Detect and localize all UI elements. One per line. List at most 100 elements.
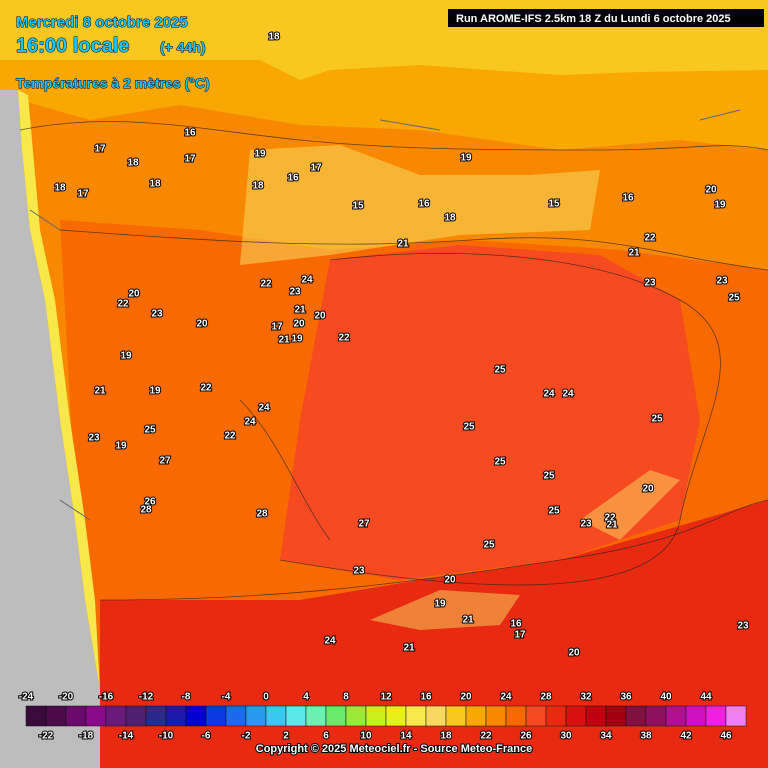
date: Mercredi 8 octobre 2025 <box>16 14 188 31</box>
legend-label: -4 <box>222 692 231 703</box>
legend-label: -8 <box>182 692 191 703</box>
temperature-label: 15 <box>548 199 560 210</box>
legend-swatch <box>425 705 447 727</box>
temperature-label: 15 <box>352 201 364 212</box>
legend-label: 14 <box>400 731 412 742</box>
temperature-label: 19 <box>714 200 726 211</box>
temperature-label: 19 <box>434 599 446 610</box>
temperature-label: 22 <box>117 299 129 310</box>
temperature-label: 27 <box>159 456 171 467</box>
legend-swatch <box>685 705 707 727</box>
legend-swatch <box>85 705 107 727</box>
legend-label: 16 <box>420 692 432 703</box>
legend-swatch <box>145 705 167 727</box>
legend-label: 0 <box>263 692 269 703</box>
legend-swatch <box>705 705 727 727</box>
temperature-label: 20 <box>293 319 305 330</box>
temperature-label: 23 <box>353 566 365 577</box>
temperature-label: 23 <box>644 278 656 289</box>
temperature-label: 18 <box>149 179 161 190</box>
legend-label: -16 <box>99 692 114 703</box>
coast-strip <box>18 90 100 690</box>
legend-label: 10 <box>360 731 372 742</box>
copyright: Copyright © 2025 Meteociel.fr - Source M… <box>256 743 532 755</box>
legend-swatch <box>485 705 507 727</box>
legend-swatch <box>665 705 687 727</box>
temperature-label: 19 <box>115 441 127 452</box>
temperature-label: 19 <box>120 351 132 362</box>
temperature-label: 25 <box>543 471 555 482</box>
legend-swatch <box>385 705 407 727</box>
legend-label: 18 <box>440 731 452 742</box>
temperature-label: 23 <box>716 276 728 287</box>
temperature-label: 22 <box>604 513 616 524</box>
temperature-label: 20 <box>314 311 326 322</box>
legend-label: 20 <box>460 692 472 703</box>
temperature-label: 16 <box>287 173 299 184</box>
temperature-label: 19 <box>254 149 266 160</box>
legend-swatch <box>605 705 627 727</box>
legend-swatch <box>565 705 587 727</box>
temperature-label: 24 <box>324 636 336 647</box>
legend-label: -18 <box>79 731 94 742</box>
legend-swatch <box>225 705 247 727</box>
temperature-label: 22 <box>644 233 656 244</box>
variable: Températures à 2 mètres (°C) <box>16 75 210 91</box>
legend-label: 46 <box>720 731 732 742</box>
ocean-gray <box>0 90 100 768</box>
legend-label: 26 <box>520 731 532 742</box>
temperature-label: 24 <box>258 403 270 414</box>
temperature-label: 25 <box>548 506 560 517</box>
temperature-label: 22 <box>224 431 236 442</box>
legend-label: -24 <box>19 692 34 703</box>
temperature-label: 28 <box>140 505 152 516</box>
legend-label: 44 <box>700 692 712 703</box>
legend-label: 36 <box>620 692 632 703</box>
legend-swatch <box>545 705 567 727</box>
legend-label: 2 <box>283 731 289 742</box>
temperature-label: 19 <box>149 386 161 397</box>
legend-label: -10 <box>159 731 174 742</box>
legend-swatch <box>725 705 747 727</box>
legend-swatch <box>365 705 387 727</box>
legend-label: -22 <box>39 731 54 742</box>
temperature-label: 18 <box>252 181 264 192</box>
legend-swatch <box>405 705 427 727</box>
temperature-label: 26 <box>144 497 156 508</box>
legend: -24 -20 -16 -12 -8 -4 0 4 8 12 16 20 24 28 32 36 40 44-22… <box>18 691 747 743</box>
temperature-label: 18 <box>54 183 66 194</box>
legend-label: 4 <box>303 692 309 703</box>
legend-swatch <box>325 705 347 727</box>
temperature-label: 21 <box>278 335 290 346</box>
legend-swatch <box>105 705 127 727</box>
legend-swatch <box>465 705 487 727</box>
temperature-label: 17 <box>94 144 106 155</box>
temperature-label: 21 <box>294 305 306 316</box>
legend-swatch <box>245 705 267 727</box>
legend-swatch <box>165 705 187 727</box>
legend-swatch <box>525 705 547 727</box>
temperature-label: 25 <box>463 422 475 433</box>
legend-swatch <box>125 705 147 727</box>
temperature-label: 18 <box>268 32 280 43</box>
legend-label: 42 <box>680 731 692 742</box>
temperature-label: 24 <box>543 389 555 400</box>
temperature-label: 25 <box>144 425 156 436</box>
temperature-label: 19 <box>291 334 303 345</box>
temperature-label: 20 <box>128 289 140 300</box>
legend-swatch <box>205 705 227 727</box>
legend-label: 6 <box>323 731 329 742</box>
time: 16:00 locale <box>16 35 129 57</box>
temperature-label: 20 <box>444 575 456 586</box>
temperature-label: 23 <box>88 433 100 444</box>
temperature-label: 27 <box>358 519 370 530</box>
contour <box>279 253 721 586</box>
legend-label: -6 <box>202 731 211 742</box>
legend-swatch <box>185 705 207 727</box>
legend-label: 34 <box>600 731 612 742</box>
temperature-label: 21 <box>606 520 618 531</box>
legend-label: 38 <box>640 731 652 742</box>
legend-label: -12 <box>139 692 154 703</box>
